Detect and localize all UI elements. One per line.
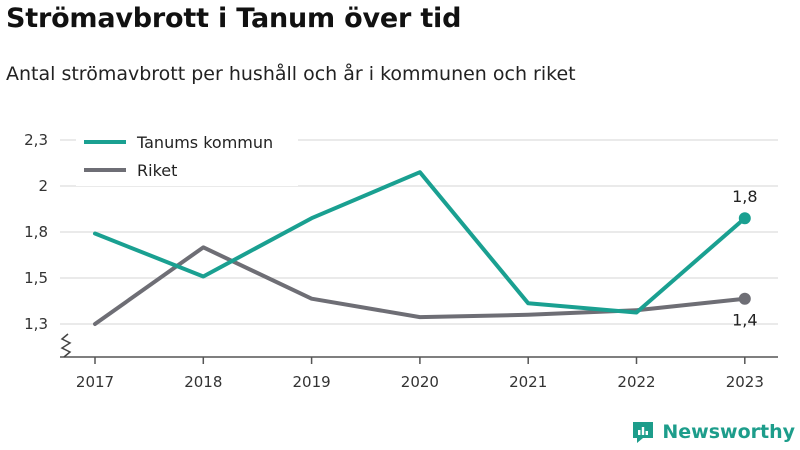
legend-label-tanum: Tanums kommun: [136, 133, 273, 152]
y-tick-label: 1,3: [24, 315, 48, 333]
x-tick-label: 2019: [293, 373, 331, 391]
data-label: 1,4: [732, 311, 757, 330]
x-tick-label: 2018: [184, 373, 222, 391]
brand-name: Newsworthy: [662, 421, 795, 443]
x-axis: 2017 2018 2019 2020 2021 2022 2023: [60, 333, 778, 391]
series-line-tanum: [93, 170, 747, 315]
newsworthy-logo-icon: [633, 422, 654, 443]
end-labels: 1,8 1,4: [732, 187, 757, 330]
legend-background: [76, 130, 298, 186]
legend: Tanums kommun Riket: [76, 130, 298, 186]
y-tick-label: 1,8: [24, 223, 48, 241]
x-tick-label: 2021: [509, 373, 547, 391]
data-label: 1,8: [732, 187, 757, 206]
series-line-riket: [93, 245, 747, 326]
x-tick-label: 2020: [401, 373, 439, 391]
y-tick-label: 2: [38, 177, 48, 195]
y-tick-label: 1,5: [24, 269, 48, 287]
brand-logo: Newsworthy: [630, 419, 795, 445]
y-tick-label: 2,3: [24, 131, 48, 149]
chart-title: Strömavbrott i Tanum över tid: [6, 3, 462, 34]
end-point-tanum: [738, 212, 751, 225]
legend-label-riket: Riket: [137, 161, 177, 180]
x-tick-label: 2023: [726, 373, 764, 391]
chart-subtitle: Antal strömavbrott per hushåll och år i …: [6, 63, 576, 85]
axis-break-mark: [60, 333, 72, 358]
end-point-riket: [738, 292, 751, 305]
y-axis-ticks: 1,3 1,5 1,8 2 2,3: [24, 131, 48, 333]
x-tick-label: 2022: [617, 373, 655, 391]
x-tick-label: 2017: [76, 373, 114, 391]
series-lines: [93, 170, 751, 326]
